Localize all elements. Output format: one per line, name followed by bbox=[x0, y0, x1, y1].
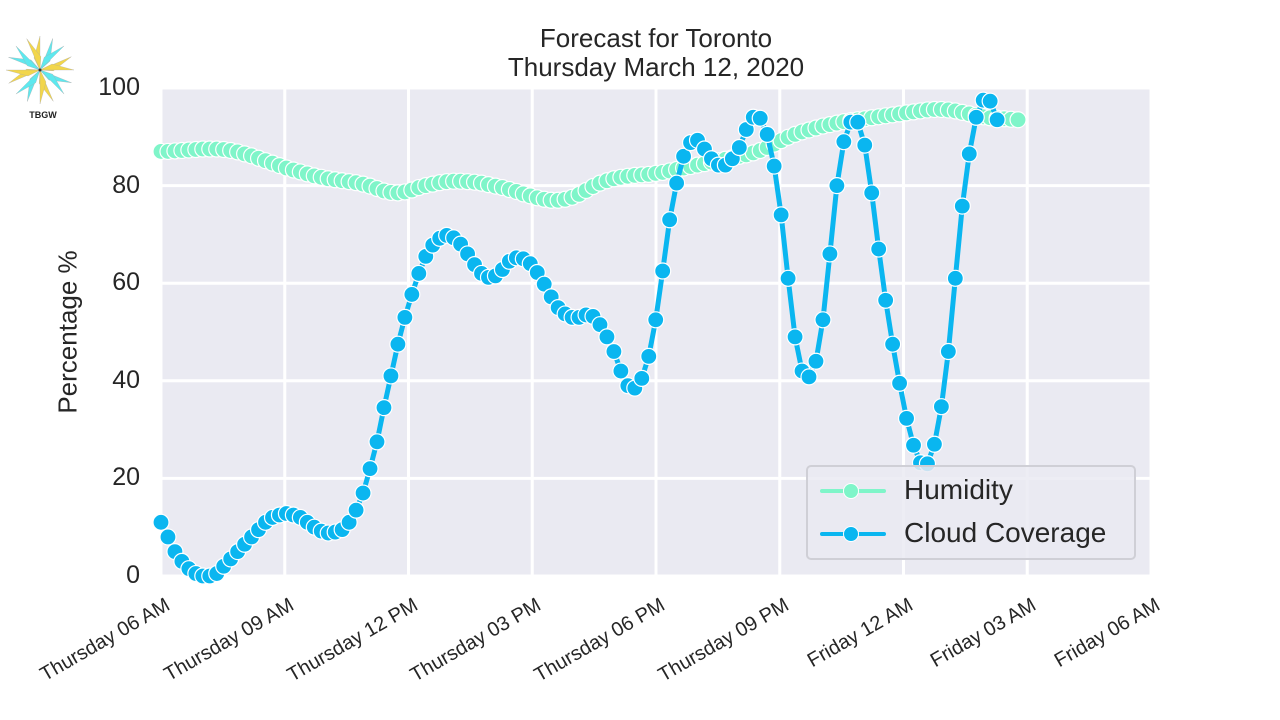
data-point bbox=[897, 409, 916, 427]
legend-label-humidity: Humidity bbox=[904, 474, 1013, 505]
data-point bbox=[661, 211, 679, 229]
data-point bbox=[633, 369, 651, 387]
data-point bbox=[981, 92, 999, 110]
data-point bbox=[904, 436, 923, 454]
logo: TBGW bbox=[4, 34, 76, 124]
data-point bbox=[368, 433, 386, 451]
data-point bbox=[932, 398, 950, 416]
legend-label-cloud-coverage: Cloud Coverage bbox=[904, 517, 1107, 548]
gridlines bbox=[159, 86, 1153, 578]
cloud-coverage-series bbox=[152, 91, 1006, 585]
data-point bbox=[347, 501, 365, 519]
data-point bbox=[939, 342, 957, 361]
data-point bbox=[410, 264, 428, 283]
data-point bbox=[946, 269, 964, 287]
data-point bbox=[159, 528, 177, 546]
data-point bbox=[605, 342, 623, 361]
data-point bbox=[890, 374, 909, 392]
chart-title-line1: Forecast for Toronto bbox=[539, 23, 773, 53]
data-point bbox=[361, 460, 379, 478]
legend-item-cloud-coverage: Cloud Coverage bbox=[808, 514, 1134, 554]
data-point bbox=[967, 108, 985, 126]
data-point bbox=[821, 245, 839, 263]
data-point bbox=[758, 125, 776, 143]
data-point bbox=[807, 352, 825, 370]
data-point bbox=[654, 262, 672, 280]
y-tick-label: 0 bbox=[126, 561, 140, 589]
legend-item-humidity: Humidity bbox=[808, 471, 1134, 511]
data-point bbox=[375, 399, 393, 417]
data-point bbox=[1009, 111, 1027, 129]
y-tick-label: 40 bbox=[112, 365, 140, 394]
data-point bbox=[800, 368, 818, 386]
data-point bbox=[779, 269, 797, 287]
data-point bbox=[786, 328, 804, 346]
y-tick-label: 60 bbox=[112, 268, 140, 297]
data-point bbox=[389, 335, 407, 353]
data-point bbox=[730, 138, 748, 157]
data-point bbox=[828, 177, 846, 195]
data-point bbox=[751, 109, 769, 127]
chart-legend: Humidity Cloud Coverage bbox=[806, 465, 1136, 560]
data-point bbox=[884, 335, 902, 353]
y-tick-label: 100 bbox=[98, 73, 140, 101]
data-point bbox=[772, 206, 790, 224]
chart-title-line2: Thursday March 12, 2020 bbox=[507, 52, 805, 82]
data-point bbox=[960, 145, 978, 163]
data-point bbox=[396, 308, 414, 326]
y-tick-label: 20 bbox=[112, 463, 140, 492]
data-point bbox=[856, 136, 874, 154]
data-point bbox=[598, 328, 616, 346]
data-point bbox=[403, 285, 421, 304]
star-compass-icon bbox=[5, 35, 75, 105]
data-point bbox=[863, 184, 881, 202]
legend-marker-cloud-icon bbox=[843, 526, 859, 542]
data-point bbox=[640, 347, 658, 365]
data-point bbox=[870, 240, 888, 258]
data-point bbox=[765, 157, 783, 175]
data-point bbox=[814, 311, 832, 329]
data-point bbox=[835, 133, 853, 151]
chart-title: Forecast for Toronto Thursday March 12, … bbox=[400, 24, 912, 82]
data-point bbox=[382, 367, 400, 385]
logo-text: TBGW bbox=[29, 110, 57, 120]
data-point bbox=[152, 513, 170, 531]
y-tick-label: 80 bbox=[112, 170, 140, 199]
data-point bbox=[647, 311, 665, 329]
data-point bbox=[668, 174, 686, 192]
data-point bbox=[953, 197, 971, 215]
data-point bbox=[988, 111, 1006, 129]
data-point bbox=[612, 362, 630, 380]
data-point bbox=[849, 113, 867, 131]
data-point bbox=[674, 147, 693, 165]
data-point bbox=[354, 484, 372, 502]
legend-marker-humidity-icon bbox=[843, 483, 859, 499]
data-point bbox=[925, 435, 944, 453]
data-point bbox=[877, 291, 895, 309]
